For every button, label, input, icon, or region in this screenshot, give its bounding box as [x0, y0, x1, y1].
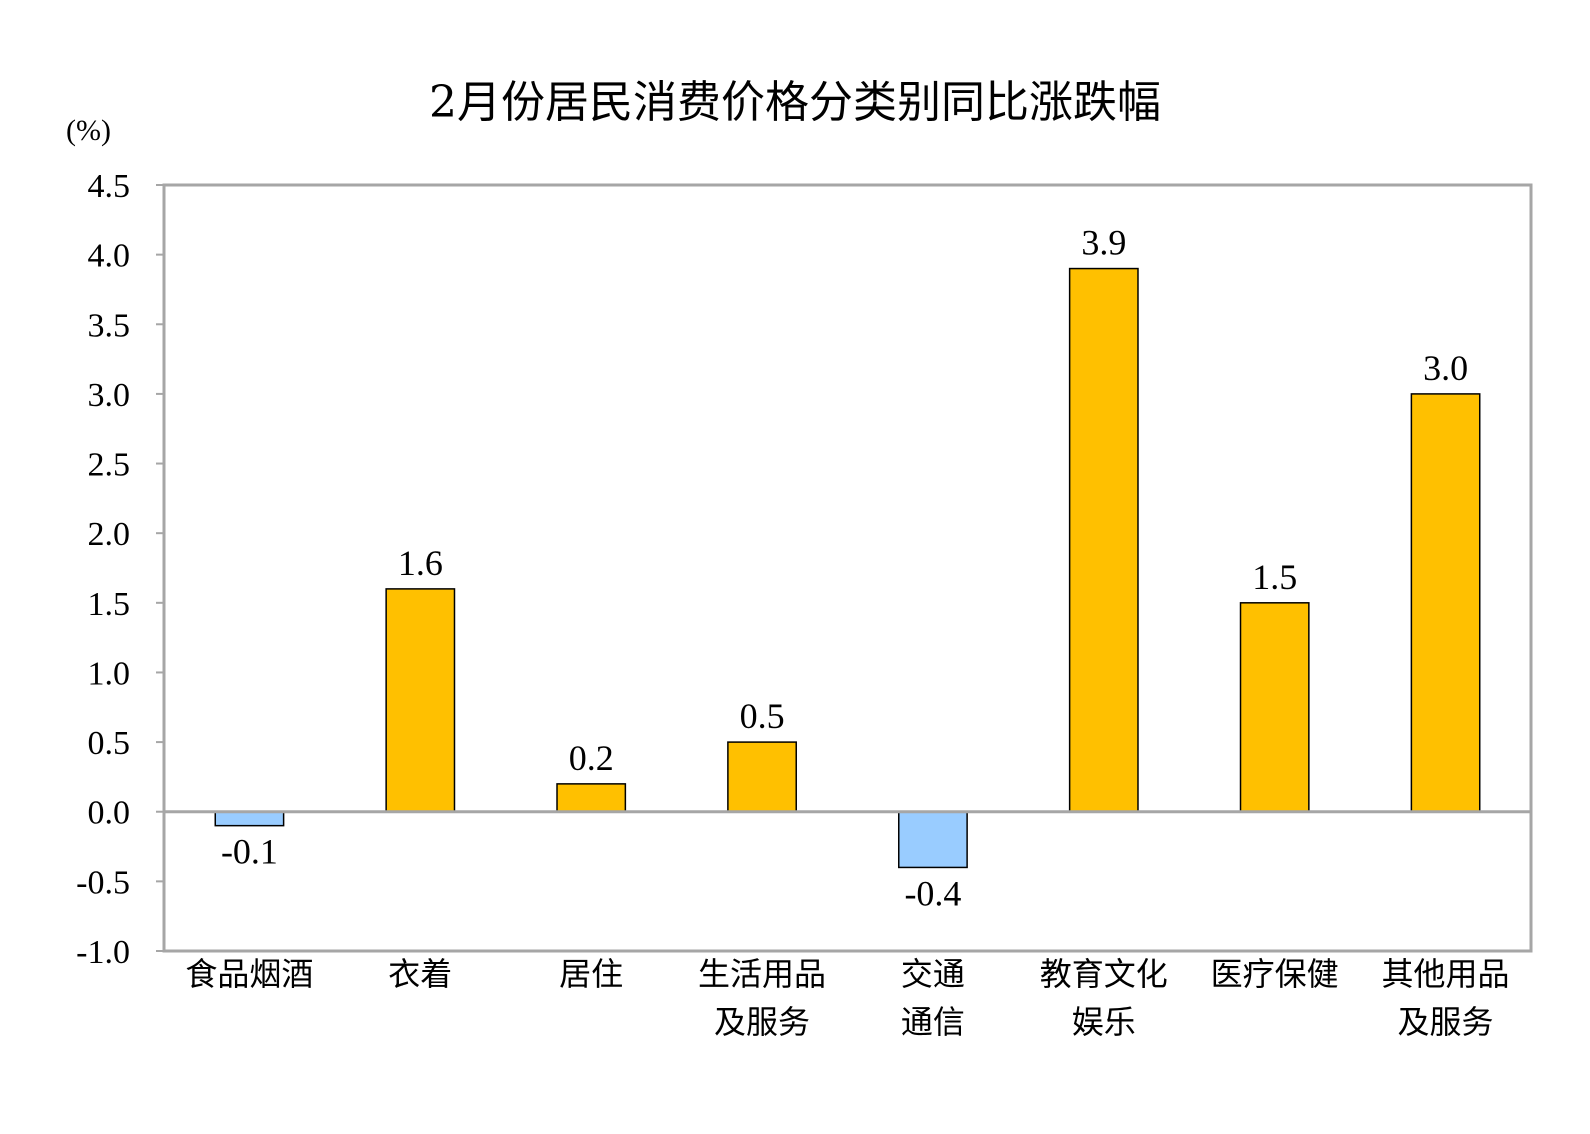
category-label: 衣着	[388, 955, 452, 993]
y-tick-label: 0.0	[88, 795, 131, 832]
chart-title: 2月份居民消费价格分类别同比涨跌幅	[429, 77, 1161, 128]
y-tick-label: 3.5	[88, 307, 131, 344]
data-label: 3.9	[1081, 223, 1126, 263]
y-tick-label: 1.5	[88, 586, 131, 623]
category-label: 食品烟酒	[185, 955, 313, 993]
category-label: 娱乐	[1072, 1003, 1136, 1041]
y-tick-label: -0.5	[76, 864, 130, 901]
bar	[898, 810, 968, 869]
category-label: 通信	[901, 1003, 965, 1041]
data-label: 0.2	[569, 738, 614, 778]
bar	[1068, 267, 1139, 813]
y-tick-label: 0.5	[88, 725, 131, 762]
bar	[214, 810, 285, 827]
data-label: 1.6	[398, 543, 443, 583]
category-label: 教育文化	[1040, 955, 1168, 993]
y-tick-label: 2.0	[88, 516, 131, 553]
bar	[1410, 393, 1481, 813]
y-tick-label: 4.0	[88, 238, 131, 275]
plot-area-frame	[162, 183, 1533, 953]
data-label: 1.5	[1252, 557, 1297, 597]
data-labels: -0.1 1.6 0.2 0.5 -0.4 3.9 1.5 3.0	[221, 223, 1468, 914]
category-label: 其他用品	[1382, 955, 1510, 993]
y-tick-label: 2.5	[88, 447, 131, 484]
bar	[385, 588, 456, 813]
category-label: 及服务	[1398, 1003, 1494, 1041]
category-label: 交通	[901, 955, 965, 993]
data-label: -0.4	[904, 873, 961, 913]
y-tick-label: 4.5	[88, 168, 131, 205]
y-tick-label: 1.0	[88, 655, 131, 692]
bar	[727, 741, 797, 813]
data-label: -0.1	[221, 832, 278, 872]
bar-series	[214, 267, 1481, 869]
category-label: 生活用品	[698, 955, 826, 993]
data-label: 3.0	[1423, 348, 1468, 388]
bar	[1239, 602, 1310, 813]
y-tick-label: -1.0	[76, 934, 130, 971]
y-axis: 4.5 4.0 3.5 3.0 2.5 2.0 1.5 1.0 0.5 0.0 -0.5 -1.0	[76, 168, 164, 971]
category-label: 医疗保健	[1211, 955, 1339, 993]
data-label: 0.5	[740, 696, 785, 736]
bar	[556, 783, 627, 813]
category-label: 居住	[559, 955, 623, 993]
y-axis-unit-label: (%)	[66, 114, 111, 147]
category-label: 及服务	[714, 1003, 810, 1041]
y-tick-label: 3.0	[88, 377, 131, 414]
